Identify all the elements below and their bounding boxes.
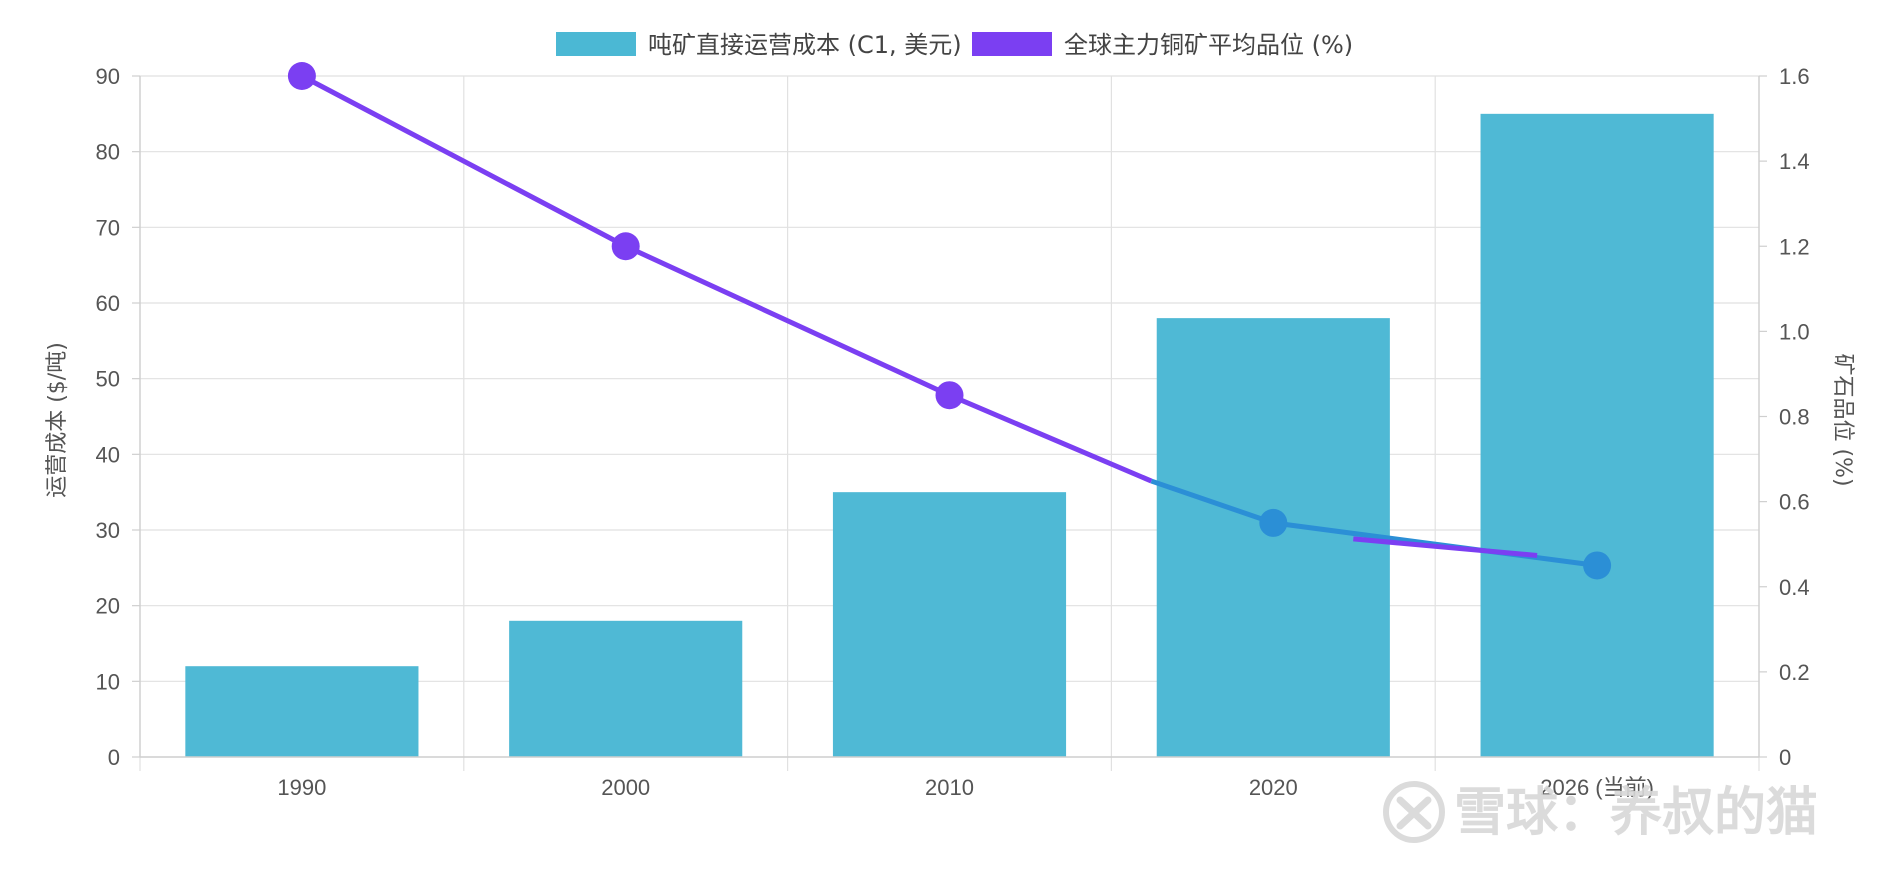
- y-tick-label-left: 70: [96, 215, 120, 240]
- legend-label: 吨矿直接运营成本 (C1, 美元): [648, 31, 962, 59]
- legend-swatch: [972, 32, 1052, 56]
- grade-point: [287, 62, 316, 90]
- y-tick-label-left: 30: [96, 518, 120, 543]
- grade-line-gap-segment: [1353, 536, 1538, 558]
- y-tick-label-right: 0.4: [1779, 575, 1810, 600]
- legend: 吨矿直接运营成本 (C1, 美元) 全球主力铜矿平均品位 (%): [556, 31, 1353, 59]
- y-tick-label-left: 90: [96, 64, 120, 89]
- grade-line: [287, 62, 1612, 580]
- watermark-logo: [1383, 781, 1445, 843]
- y-tick-label-left: 0: [108, 745, 120, 770]
- y-tick-label-right: 1.2: [1779, 234, 1810, 259]
- axes: 0 10 20 30 40 50 60 70 80 90 0 0.2 0.4 0.6 0.8 1.0 1.2 1.…: [96, 64, 1810, 800]
- bar-cost: [1480, 113, 1714, 758]
- y-tick-label-right: 0.6: [1779, 490, 1810, 515]
- grade-point: [1583, 551, 1612, 580]
- y-tick-label-left: 10: [96, 669, 120, 694]
- grade-point: [611, 232, 640, 261]
- bar-cost: [832, 492, 1067, 757]
- grade-point: [935, 381, 964, 410]
- y-axis-title-left: 运营成本 ($/吨): [45, 342, 70, 498]
- x-tick-label: 2020: [1249, 775, 1298, 800]
- y-tick-label-left: 20: [96, 594, 120, 619]
- y-axis-title-right: 矿石品位 (%): [1830, 353, 1855, 486]
- y-tick-label-left: 40: [96, 442, 120, 467]
- y-tick-label-right: 1.4: [1779, 149, 1810, 174]
- x-tick-label: 2026 (当前): [1540, 775, 1654, 800]
- y-tick-label-left: 50: [96, 367, 120, 392]
- y-tick-label-right: 0: [1779, 745, 1791, 770]
- bar-cost: [1156, 318, 1390, 757]
- grade-point: [1259, 508, 1288, 537]
- y-tick-label-right: 1.6: [1779, 64, 1810, 89]
- y-tick-label-right: 1.0: [1779, 319, 1810, 344]
- grade-line-segment: [300, 73, 1153, 484]
- bar-cost: [185, 666, 419, 757]
- y-tick-label-left: 60: [96, 291, 120, 316]
- y-tick-label-left: 80: [96, 140, 120, 165]
- y-tick-label-right: 0.2: [1779, 660, 1810, 685]
- watermark: 雪球：养叔的猫: [1383, 781, 1818, 843]
- bars: [185, 113, 1714, 758]
- x-tick-label: 2010: [925, 775, 974, 800]
- bar-cost: [509, 620, 743, 757]
- legend-swatch: [556, 32, 636, 56]
- x-tick-label: 2000: [601, 775, 650, 800]
- legend-label: 全球主力铜矿平均品位 (%): [1064, 31, 1353, 59]
- y-tick-label-right: 0.8: [1779, 405, 1810, 430]
- watermark-text: 雪球：养叔的猫: [1454, 783, 1818, 843]
- x-tick-label: 1990: [277, 775, 326, 800]
